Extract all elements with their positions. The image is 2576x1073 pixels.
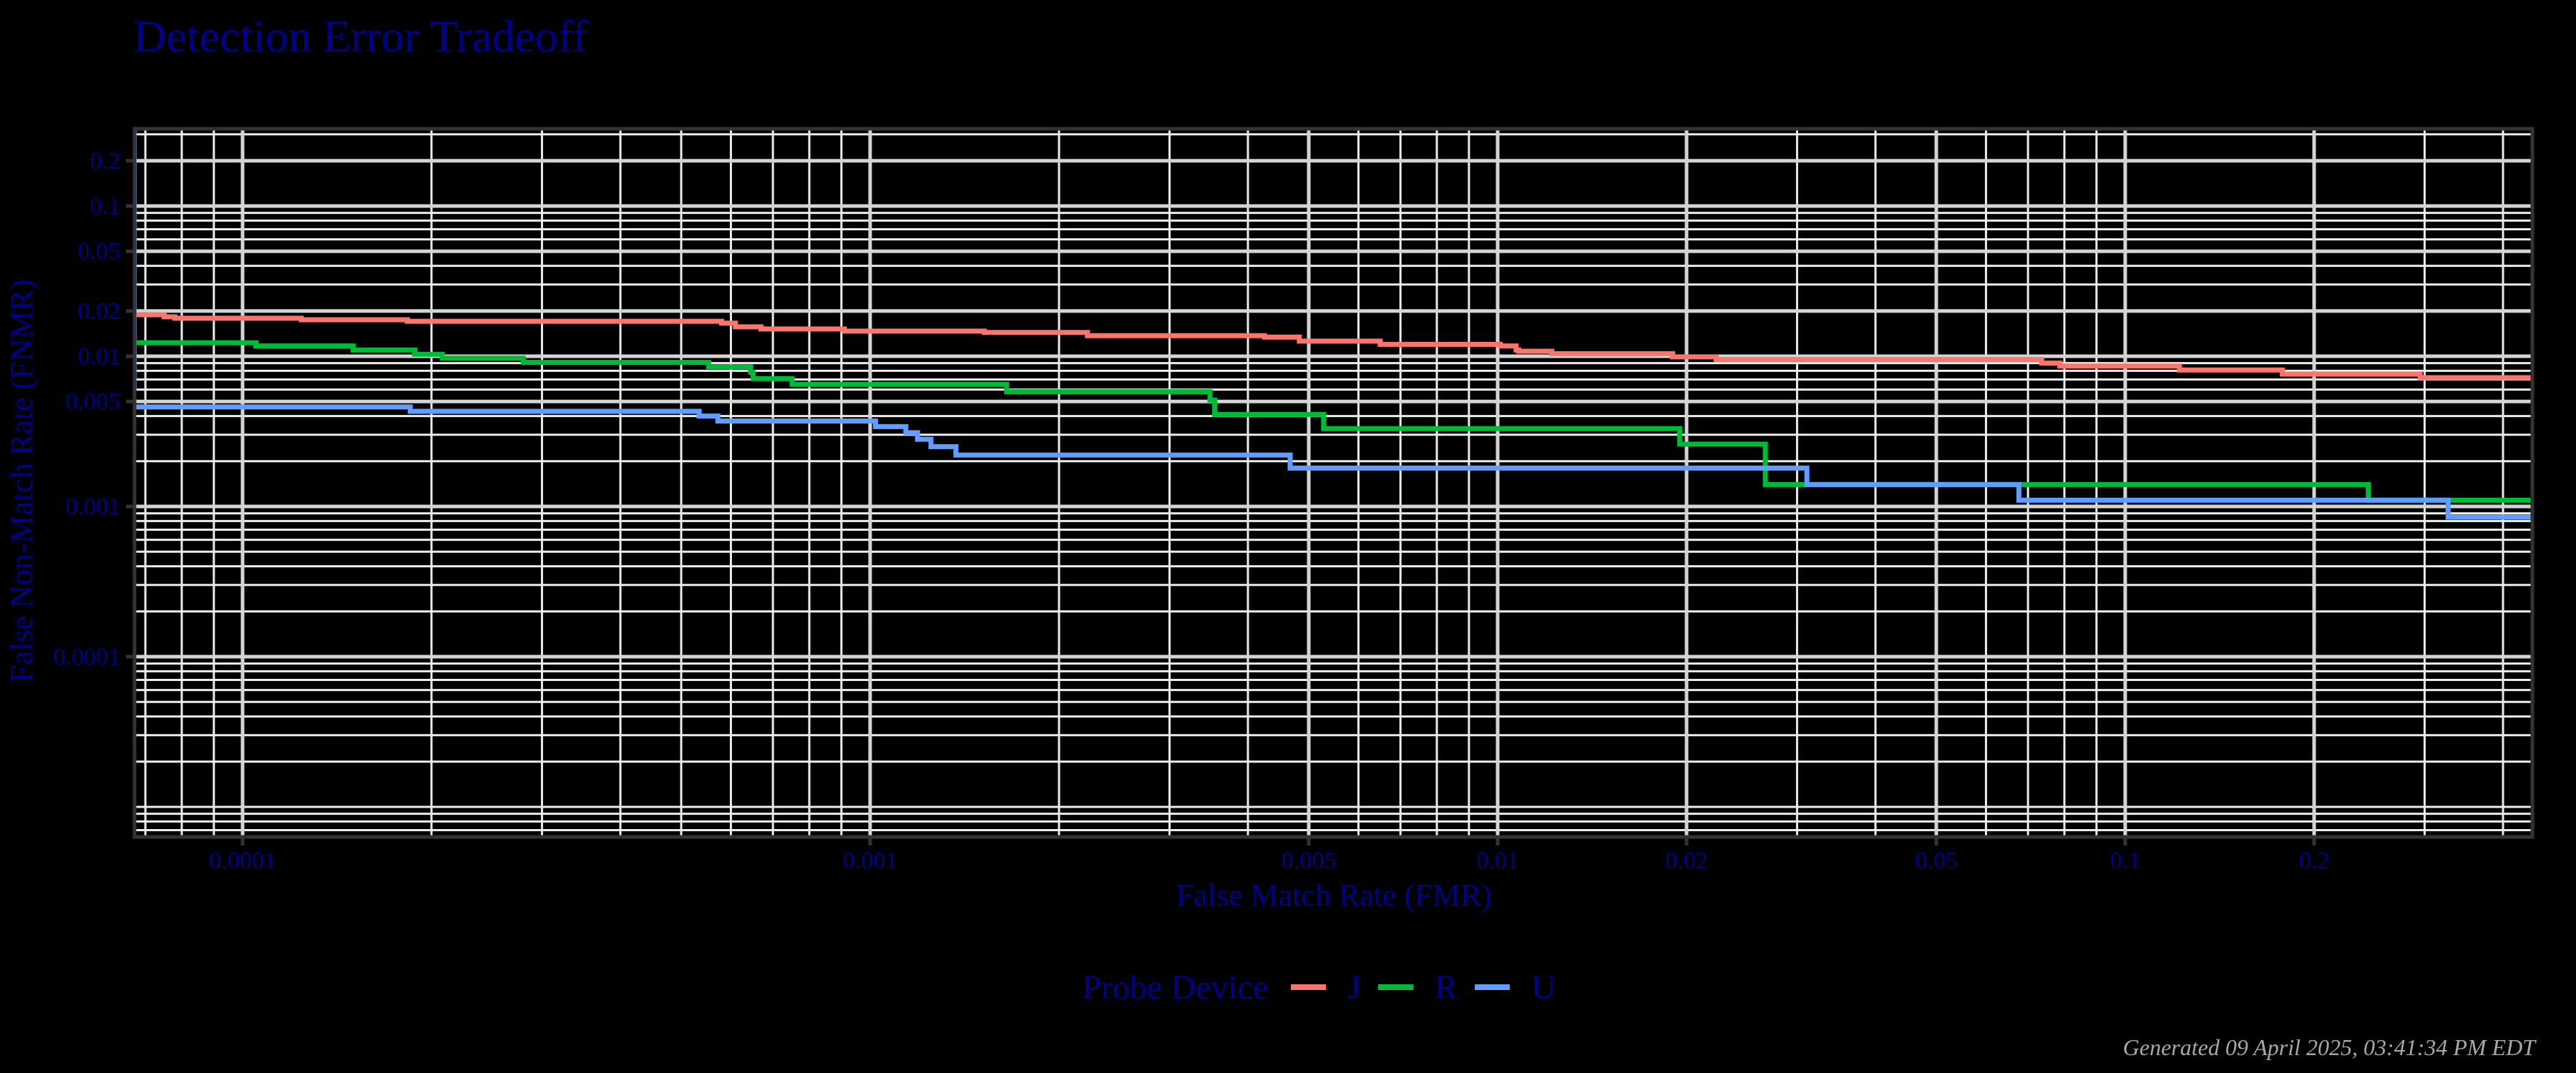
legend-label-j: J <box>1347 968 1361 1006</box>
legend-title: Probe Device <box>1082 968 1268 1006</box>
det-curves <box>135 129 2532 520</box>
y-tick-label: 0.0001 <box>54 644 121 670</box>
panel-border <box>132 127 2534 839</box>
generated-timestamp: Generated 09 April 2025, 03:41:34 PM EDT <box>2122 1034 2535 1060</box>
curve-r <box>135 340 2532 503</box>
legend-item-r: R <box>1377 968 1458 1007</box>
x-tick-label: 0.0001 <box>209 848 276 874</box>
legend-label-r: R <box>1434 968 1458 1006</box>
x-axis-label: False Match Rate (FMR) <box>0 877 2576 913</box>
y-tick-label: 0.1 <box>90 193 121 220</box>
y-tick-label: 0.05 <box>78 238 121 265</box>
x-tick-label: 0.2 <box>2299 848 2330 874</box>
legend-key-r-line-icon <box>1377 984 1413 990</box>
legend-key-u-line-icon <box>1474 984 1510 990</box>
y-axis-label: False Non-Match Rate (FNMR) <box>4 279 39 682</box>
curve-j <box>135 312 2532 381</box>
y-tick-label: 0.005 <box>66 388 121 415</box>
y-tick-label: 0.2 <box>90 148 121 175</box>
y-tick-label: 0.01 <box>78 343 121 370</box>
legend-key-j-line-icon <box>1290 984 1326 990</box>
x-tick-label: 0.02 <box>1665 848 1708 874</box>
y-tick-label: 0.001 <box>66 494 121 520</box>
curve-u <box>135 404 2532 520</box>
x-tick-label: 0.005 <box>1282 848 1337 874</box>
legend-label-u: U <box>1531 968 1556 1006</box>
legend-item-j: J <box>1290 968 1361 1007</box>
x-tick-label: 0.1 <box>2110 848 2141 874</box>
y-tick-label: 0.02 <box>78 298 121 325</box>
y-axis-ticks: 0.2 0.1 0.05 0.02 0.01 0.005 0.001 0.0001 <box>54 148 135 670</box>
x-axis-label-text: False Match Rate (FMR) <box>1176 878 1492 913</box>
minor-gridlines <box>135 129 2532 837</box>
x-axis-ticks: 0.0001 0.001 0.005 0.01 0.02 0.05 0.1 0.2 <box>209 837 2329 874</box>
legend: Probe Device J R U <box>1082 966 1573 1009</box>
x-tick-label: 0.001 <box>843 848 898 874</box>
chart-title: Detection Error Tradeoff <box>133 11 588 62</box>
legend-item-u: U <box>1474 968 1556 1007</box>
x-tick-label: 0.01 <box>1476 848 1519 874</box>
x-tick-label: 0.05 <box>1915 848 1958 874</box>
